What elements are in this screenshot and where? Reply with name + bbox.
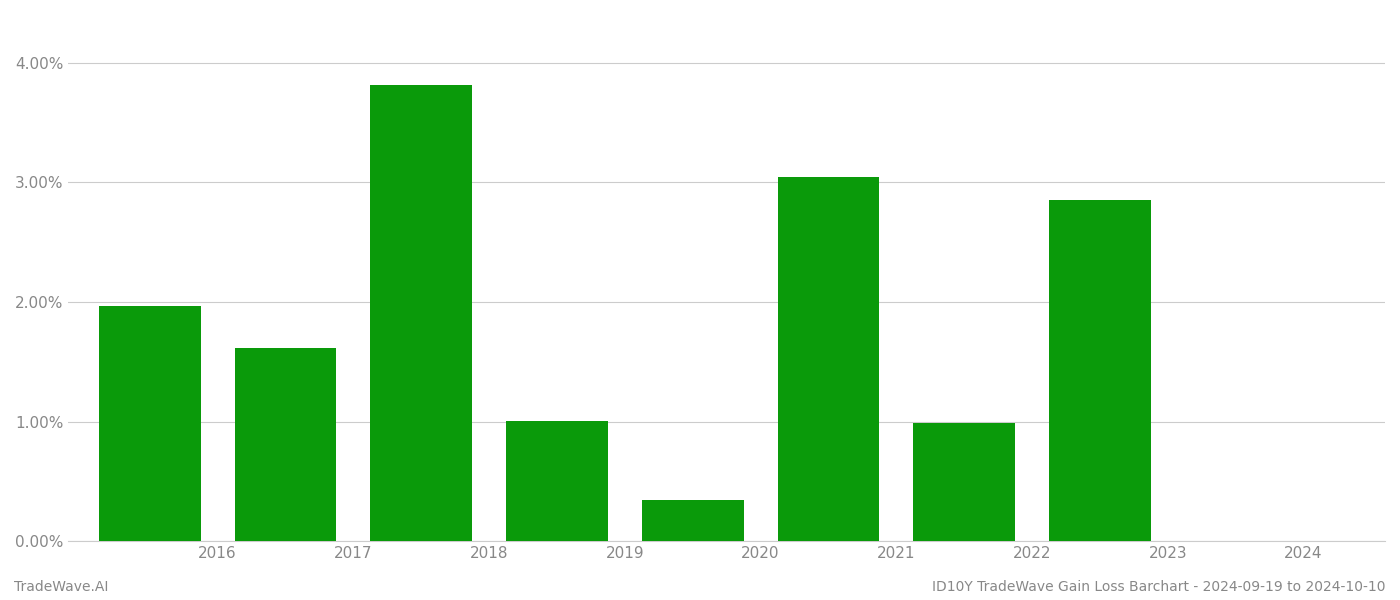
Bar — [641, 500, 743, 541]
Text: TradeWave.AI: TradeWave.AI — [14, 580, 108, 594]
Bar — [235, 348, 336, 541]
Bar — [913, 424, 1015, 541]
Bar — [507, 421, 608, 541]
Bar — [99, 306, 200, 541]
Bar — [371, 85, 472, 541]
Bar — [1049, 200, 1151, 541]
Text: ID10Y TradeWave Gain Loss Barchart - 2024-09-19 to 2024-10-10: ID10Y TradeWave Gain Loss Barchart - 202… — [932, 580, 1386, 594]
Bar — [777, 177, 879, 541]
